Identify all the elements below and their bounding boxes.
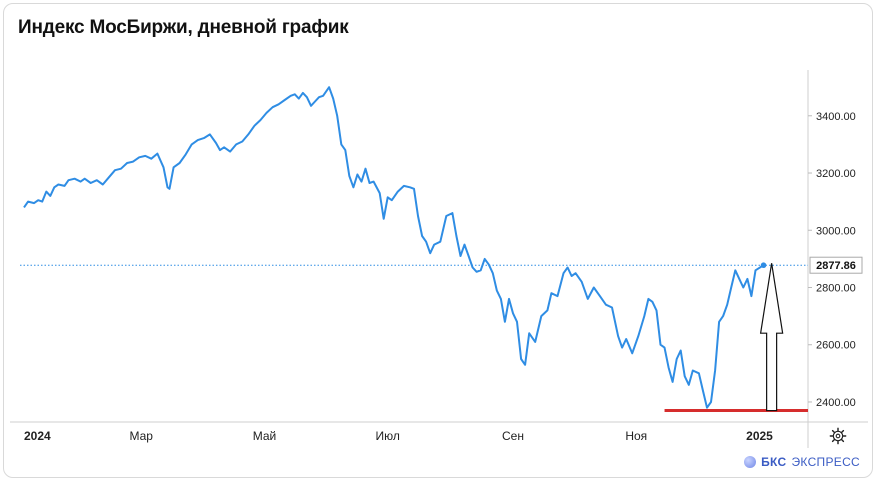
up-arrow [759, 263, 784, 412]
chart-card [3, 3, 873, 478]
x-tick-label: 2025 [746, 429, 773, 443]
x-tick-label: Ноя [625, 429, 647, 443]
brand-name-bold: БКС [761, 455, 787, 469]
chart-marks: 2877.86 [20, 86, 863, 413]
y-tick-label: 2800.00 [816, 282, 856, 294]
brand-watermark: БКС ЭКСПРЕСС [744, 455, 860, 469]
chart-axes: 2400.00 2600.00 2800.00 3000.00 3200.00 3400.… [10, 70, 868, 448]
x-tick-label: 2024 [24, 429, 51, 443]
y-tick-label: 2400.00 [816, 397, 856, 409]
x-tick-label: Июл [376, 429, 400, 443]
gear-icon[interactable] [829, 427, 847, 445]
y-tick-label: 3200.00 [816, 168, 856, 180]
bks-logo-icon [744, 456, 757, 468]
y-tick-label: 3400.00 [816, 111, 856, 123]
x-tick-label: Мар [129, 429, 153, 443]
price-line [23, 86, 765, 409]
current-price-tag [809, 256, 863, 274]
y-tick-label: 3000.00 [816, 225, 856, 237]
current-price-label: 2877.86 [816, 260, 856, 272]
last-price-point [760, 262, 767, 269]
brand-name: ЭКСПРЕСС [791, 455, 860, 469]
y-tick-label: 2600.00 [816, 340, 856, 352]
x-tick-label: Сен [502, 429, 524, 443]
chart-title: Индекс МосБиржи, дневной график [18, 17, 349, 38]
x-tick-label: Май [253, 429, 277, 443]
